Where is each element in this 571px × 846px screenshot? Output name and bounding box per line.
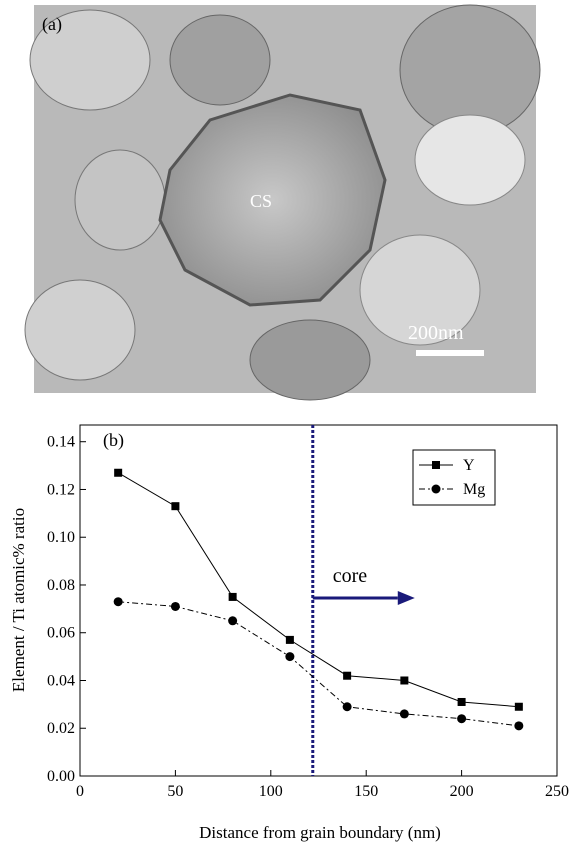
x-tick-label: 200 (450, 783, 474, 800)
marker (114, 469, 122, 477)
y-tick-label: 0.10 (47, 529, 75, 546)
grain (75, 150, 165, 250)
marker (343, 672, 351, 680)
marker (400, 709, 409, 718)
y-tick-label: 0.08 (47, 577, 75, 594)
figure-svg: (a) CS 200nm (b) Distance from grain bou… (0, 0, 571, 846)
x-axis-label: Distance from grain boundary (nm) (199, 823, 441, 842)
y-tick-label: 0.00 (47, 768, 75, 785)
figure: (a) CS 200nm (b) Distance from grain bou… (0, 0, 571, 846)
marker (343, 702, 352, 711)
x-tick-label: 150 (354, 783, 378, 800)
marker (285, 652, 294, 661)
series-line (118, 602, 519, 726)
marker (171, 602, 180, 611)
marker (458, 698, 466, 706)
y-tick-label: 0.02 (47, 720, 75, 737)
marker (457, 714, 466, 723)
x-tick-label: 100 (259, 783, 283, 800)
reference-label: core (333, 565, 368, 587)
panel-label: (b) (103, 430, 124, 451)
marker (229, 593, 237, 601)
marker (515, 703, 523, 711)
marker (228, 616, 237, 625)
legend-label: Y (463, 457, 475, 474)
y-axis-label: Element / Ti atomic% ratio (9, 508, 28, 692)
marker (114, 597, 123, 606)
x-tick-label: 0 (76, 783, 84, 800)
legend-marker (432, 461, 440, 469)
y-tick-label: 0.12 (47, 481, 75, 498)
x-tick-label: 250 (545, 783, 569, 800)
legend-marker (432, 485, 441, 494)
marker (514, 721, 523, 730)
scale-bar (416, 350, 484, 356)
panel-label: (a) (42, 14, 62, 35)
y-tick-label: 0.14 (47, 434, 75, 451)
grain (250, 320, 370, 400)
marker (286, 636, 294, 644)
grain (25, 280, 135, 380)
micrograph: (a) CS 200nm (25, 5, 540, 400)
arrow-head (398, 591, 415, 605)
annotation: CS (250, 191, 272, 211)
y-tick-label: 0.04 (47, 672, 75, 689)
grain (415, 115, 525, 205)
x-tick-label: 50 (167, 783, 183, 800)
scale-bar-label: 200nm (408, 322, 464, 344)
marker (171, 502, 179, 510)
marker (400, 676, 408, 684)
y-tick-label: 0.06 (47, 625, 75, 642)
legend-label: Mg (463, 481, 485, 498)
grain (170, 15, 270, 105)
